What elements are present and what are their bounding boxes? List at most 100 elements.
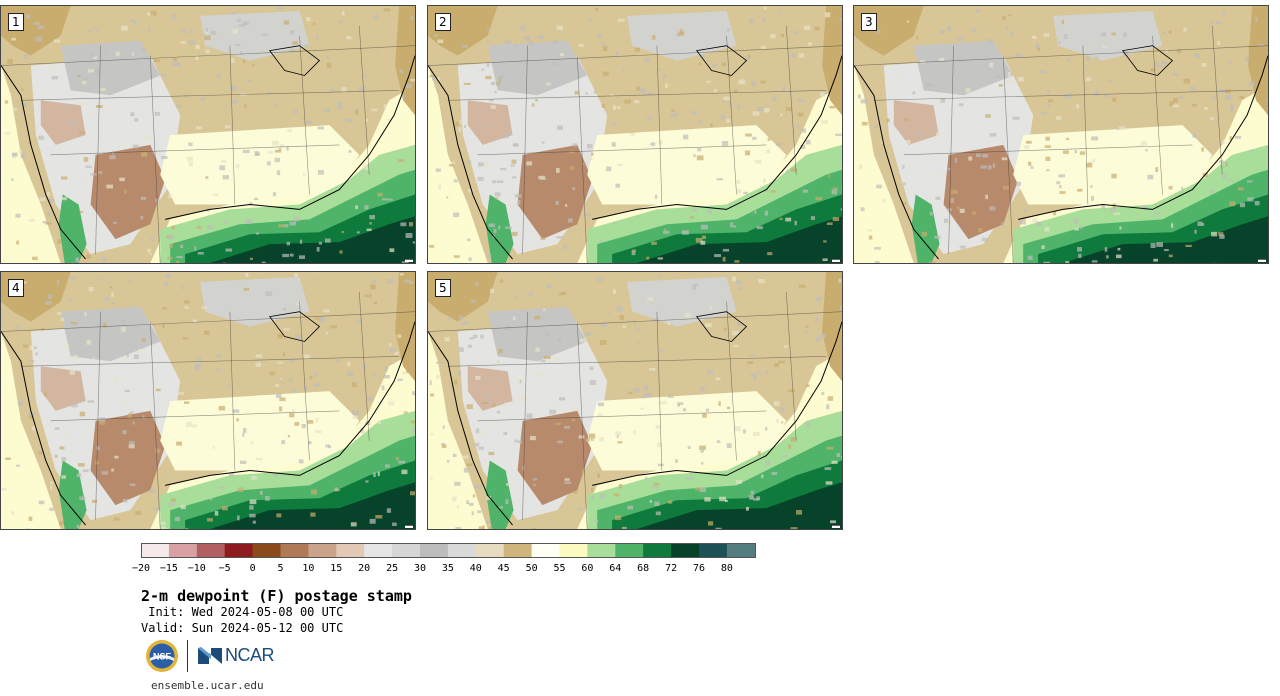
speckle bbox=[138, 348, 142, 353]
boundary-line bbox=[447, 90, 827, 101]
speckle bbox=[1220, 165, 1225, 168]
speckle bbox=[754, 159, 762, 164]
dry-core bbox=[943, 144, 1019, 240]
speckle bbox=[831, 189, 838, 195]
speckle bbox=[153, 59, 160, 63]
speckle bbox=[50, 485, 53, 491]
speckle bbox=[355, 107, 359, 112]
speckle bbox=[338, 19, 343, 24]
corner-mark bbox=[405, 259, 413, 262]
chart-title: 2-m dewpoint (F) postage stamp bbox=[141, 587, 412, 605]
speckle bbox=[1245, 56, 1249, 62]
speckle bbox=[1258, 43, 1265, 47]
speckle bbox=[744, 56, 750, 61]
speckle bbox=[767, 252, 773, 256]
speckle bbox=[67, 298, 72, 302]
speckle bbox=[99, 417, 105, 422]
speckle bbox=[1225, 162, 1228, 167]
speckle bbox=[1140, 141, 1147, 146]
boundary-line bbox=[873, 90, 1253, 101]
speckle bbox=[663, 230, 670, 234]
speckle bbox=[134, 118, 139, 122]
speckle bbox=[111, 292, 115, 298]
speckle bbox=[1119, 226, 1122, 230]
colorbar-swatch bbox=[308, 543, 337, 558]
speckle bbox=[512, 143, 519, 147]
speckle bbox=[563, 245, 567, 250]
speckle bbox=[1239, 96, 1245, 100]
speckle bbox=[552, 61, 558, 66]
speckle bbox=[830, 520, 837, 524]
speckle bbox=[616, 106, 621, 109]
speckle bbox=[1104, 247, 1108, 252]
speckle bbox=[32, 256, 38, 261]
speckle bbox=[111, 468, 115, 472]
colorbar-tick-label: 5 bbox=[277, 563, 284, 574]
speckle bbox=[312, 278, 316, 282]
speckle bbox=[1185, 244, 1192, 248]
speckle bbox=[1010, 31, 1015, 36]
speckle bbox=[1117, 247, 1121, 251]
speckle bbox=[222, 175, 229, 180]
speckle bbox=[709, 306, 713, 311]
speckle bbox=[348, 150, 352, 153]
speckle bbox=[860, 99, 868, 104]
speckle bbox=[766, 149, 771, 154]
speckle bbox=[150, 10, 157, 16]
speckle bbox=[454, 379, 458, 385]
speckle bbox=[33, 22, 40, 26]
speckle bbox=[441, 442, 445, 447]
speckle bbox=[594, 7, 598, 11]
speckle bbox=[385, 464, 390, 468]
speckle bbox=[796, 123, 799, 129]
speckle bbox=[1168, 30, 1172, 34]
speckle bbox=[1056, 116, 1062, 120]
speckle bbox=[627, 505, 634, 510]
speckle bbox=[583, 213, 590, 217]
pacific-coast-green bbox=[485, 460, 514, 529]
coastline bbox=[428, 331, 513, 526]
speckle bbox=[230, 58, 235, 63]
speckle bbox=[397, 159, 405, 162]
speckle bbox=[43, 392, 47, 397]
speckle bbox=[90, 173, 97, 176]
boundary-line bbox=[95, 311, 101, 521]
speckle bbox=[835, 133, 842, 136]
speckle bbox=[89, 482, 93, 487]
boundary-line bbox=[656, 45, 663, 205]
colorbar-tick-label: −15 bbox=[159, 563, 178, 574]
speckle bbox=[61, 475, 66, 479]
speckle bbox=[751, 81, 757, 86]
speckle bbox=[315, 417, 319, 423]
colorbar-tick-label: 68 bbox=[637, 563, 650, 574]
speckle bbox=[1106, 255, 1109, 259]
boundary-line bbox=[477, 410, 767, 422]
speckle bbox=[398, 460, 406, 464]
speckle bbox=[1048, 99, 1053, 103]
speckle bbox=[510, 164, 515, 167]
speckle bbox=[761, 474, 764, 479]
speckle bbox=[504, 402, 508, 408]
speckle bbox=[366, 228, 372, 232]
speckle bbox=[155, 198, 160, 202]
speckle bbox=[468, 257, 472, 262]
speckle bbox=[86, 254, 91, 260]
speckle bbox=[976, 153, 981, 158]
colorbar-swatch bbox=[392, 543, 421, 558]
speckle bbox=[631, 249, 636, 252]
speckle bbox=[1219, 160, 1225, 164]
speckle bbox=[167, 256, 173, 260]
grey-patch bbox=[1053, 10, 1163, 61]
speckle bbox=[466, 463, 473, 466]
speckle bbox=[71, 403, 78, 408]
speckle bbox=[785, 217, 792, 222]
speckle bbox=[693, 154, 696, 158]
dewpoint-colorbar bbox=[141, 543, 756, 558]
speckle bbox=[82, 78, 88, 81]
speckle bbox=[1035, 43, 1040, 49]
speckle bbox=[757, 107, 765, 112]
speckle bbox=[32, 426, 37, 431]
speckle bbox=[192, 424, 197, 428]
speckle bbox=[664, 83, 668, 89]
speckle bbox=[815, 196, 823, 201]
